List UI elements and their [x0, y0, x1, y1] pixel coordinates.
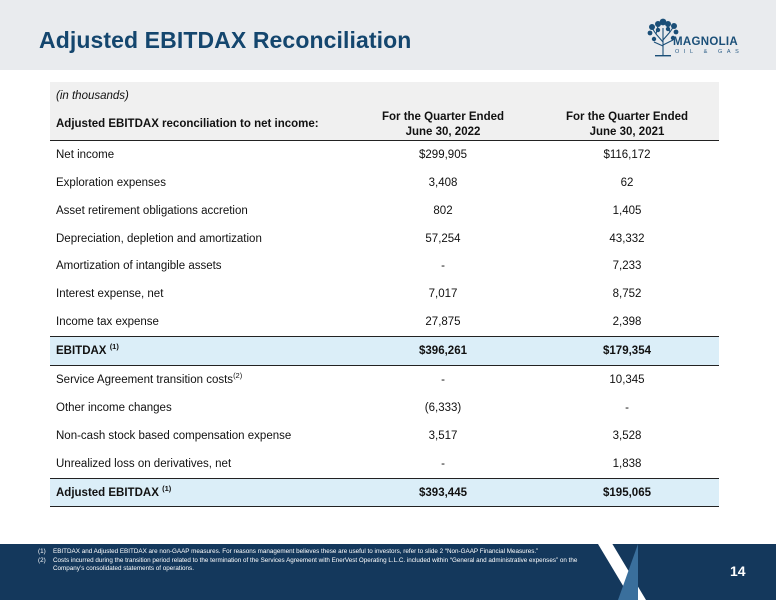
header-bar: [0, 0, 776, 70]
value-2021: 3,528: [612, 429, 642, 442]
value-2022: -: [441, 457, 445, 470]
value-2022: $396,261: [351, 336, 535, 367]
value-2022: 3,408: [428, 176, 458, 189]
value-2021: -: [625, 401, 629, 414]
page-number: 14: [730, 563, 746, 579]
row-label: EBITDAX (1): [50, 336, 351, 367]
page-title: Adjusted EBITDAX Reconciliation: [39, 27, 412, 53]
value-2022: $393,445: [351, 477, 535, 508]
row-label: Income tax expense: [56, 316, 159, 329]
row-label: Interest expense, net: [56, 288, 164, 301]
table-note-row: (in thousands): [50, 82, 719, 110]
row-label: Depreciation, depletion and amortization: [56, 232, 262, 245]
tree-icon: [647, 18, 679, 57]
company-logo: MAGNOLIA OIL & GAS: [646, 16, 758, 62]
row-label: Amortization of intangible assets: [56, 260, 222, 273]
value-2021: 7,233: [612, 260, 642, 273]
units-note: (in thousands): [50, 82, 351, 110]
footnote-ref: (1): [109, 342, 119, 352]
reconciliation-table: (in thousands) Adjusted EBITDAX reconcil…: [50, 82, 719, 508]
value-2022: 27,875: [425, 316, 461, 329]
table-row: Depreciation, depletion and amortization…: [50, 225, 719, 253]
table-row: Service Agreement transition costs(2) - 10…: [50, 366, 719, 394]
row-label: Service Agreement transition costs(2): [56, 371, 243, 386]
table-row: Interest expense, net 7,017 8,752: [50, 280, 719, 308]
footnote-number: (2): [38, 556, 46, 564]
value-2021: 1,405: [612, 204, 642, 217]
value-2022: 7,017: [428, 288, 458, 301]
value-2021: 43,332: [609, 232, 645, 245]
column-header-2022: For the Quarter Ended June 30, 2022: [351, 109, 535, 141]
table-row: EBITDAX (1) $396,261 $179,354: [50, 336, 719, 367]
footer-right-panel: [638, 544, 776, 600]
row-label: Adjusted EBITDAX (1): [50, 477, 351, 508]
footnotes: (1) EBITDAX and Adjusted EBITDAX are non-…: [38, 548, 598, 574]
row-label: Unrealized loss on derivatives, net: [56, 457, 232, 470]
row-label: Net income: [56, 148, 115, 161]
value-2021: 62: [620, 176, 634, 189]
footnote-ref: (1): [162, 483, 172, 493]
value-2022: -: [441, 373, 445, 386]
value-2022: 57,254: [425, 232, 461, 245]
table-row: Net income $299,905 $116,172: [50, 140, 719, 168]
logo-subtitle: OIL & GAS: [675, 49, 744, 55]
value-2022: 3,517: [428, 429, 458, 442]
value-2021: $195,065: [535, 477, 719, 508]
footnote-ref: (2): [233, 371, 243, 381]
table-row: Income tax expense 27,875 2,398: [50, 308, 719, 336]
table-row: Exploration expenses 3,408 62: [50, 169, 719, 197]
table-row: Non-cash stock based compensation expens…: [50, 422, 719, 450]
value-2021: 10,345: [609, 373, 645, 386]
footnote-text: EBITDAX and Adjusted EBITDAX are non-GAA…: [53, 548, 539, 555]
value-2021: $179,354: [535, 336, 719, 367]
column-header-row: Adjusted EBITDAX reconciliation to net i…: [50, 109, 719, 141]
label-column-header: Adjusted EBITDAX reconciliation to net i…: [50, 109, 351, 141]
value-2021: 1,838: [612, 457, 642, 470]
value-2021: 2,398: [612, 316, 642, 329]
footnote: (1) EBITDAX and Adjusted EBITDAX are non-…: [38, 548, 598, 557]
row-label: Other income changes: [56, 401, 172, 414]
row-label: Exploration expenses: [56, 176, 166, 189]
column-header-2021: For the Quarter Ended June 30, 2021: [535, 109, 719, 141]
value-2021: 8,752: [612, 288, 642, 301]
footnote-text: Costs incurred during the transition per…: [53, 556, 578, 573]
table-row: Adjusted EBITDAX (1) $393,445 $195,065: [50, 477, 719, 508]
value-2022: $299,905: [419, 148, 467, 161]
table-row: Amortization of intangible assets - 7,233: [50, 252, 719, 280]
table-row: Other income changes (6,333) -: [50, 394, 719, 422]
table-row: Unrealized loss on derivatives, net - 1,83…: [50, 450, 719, 478]
value-2022: -: [441, 260, 445, 273]
value-2022: (6,333): [424, 401, 462, 414]
value-2022: 802: [433, 204, 453, 217]
footnote: (2) Costs incurred during the transition …: [38, 557, 598, 574]
logo-name: MAGNOLIA: [673, 36, 739, 48]
row-label: Asset retirement obligations accretion: [56, 204, 248, 217]
footer-accent-strip: [618, 544, 638, 600]
table-row: Asset retirement obligations accretion 80…: [50, 197, 719, 225]
row-label: Non-cash stock based compensation expens…: [56, 429, 292, 442]
value-2021: $116,172: [603, 148, 651, 161]
footnote-number: (1): [38, 548, 46, 555]
